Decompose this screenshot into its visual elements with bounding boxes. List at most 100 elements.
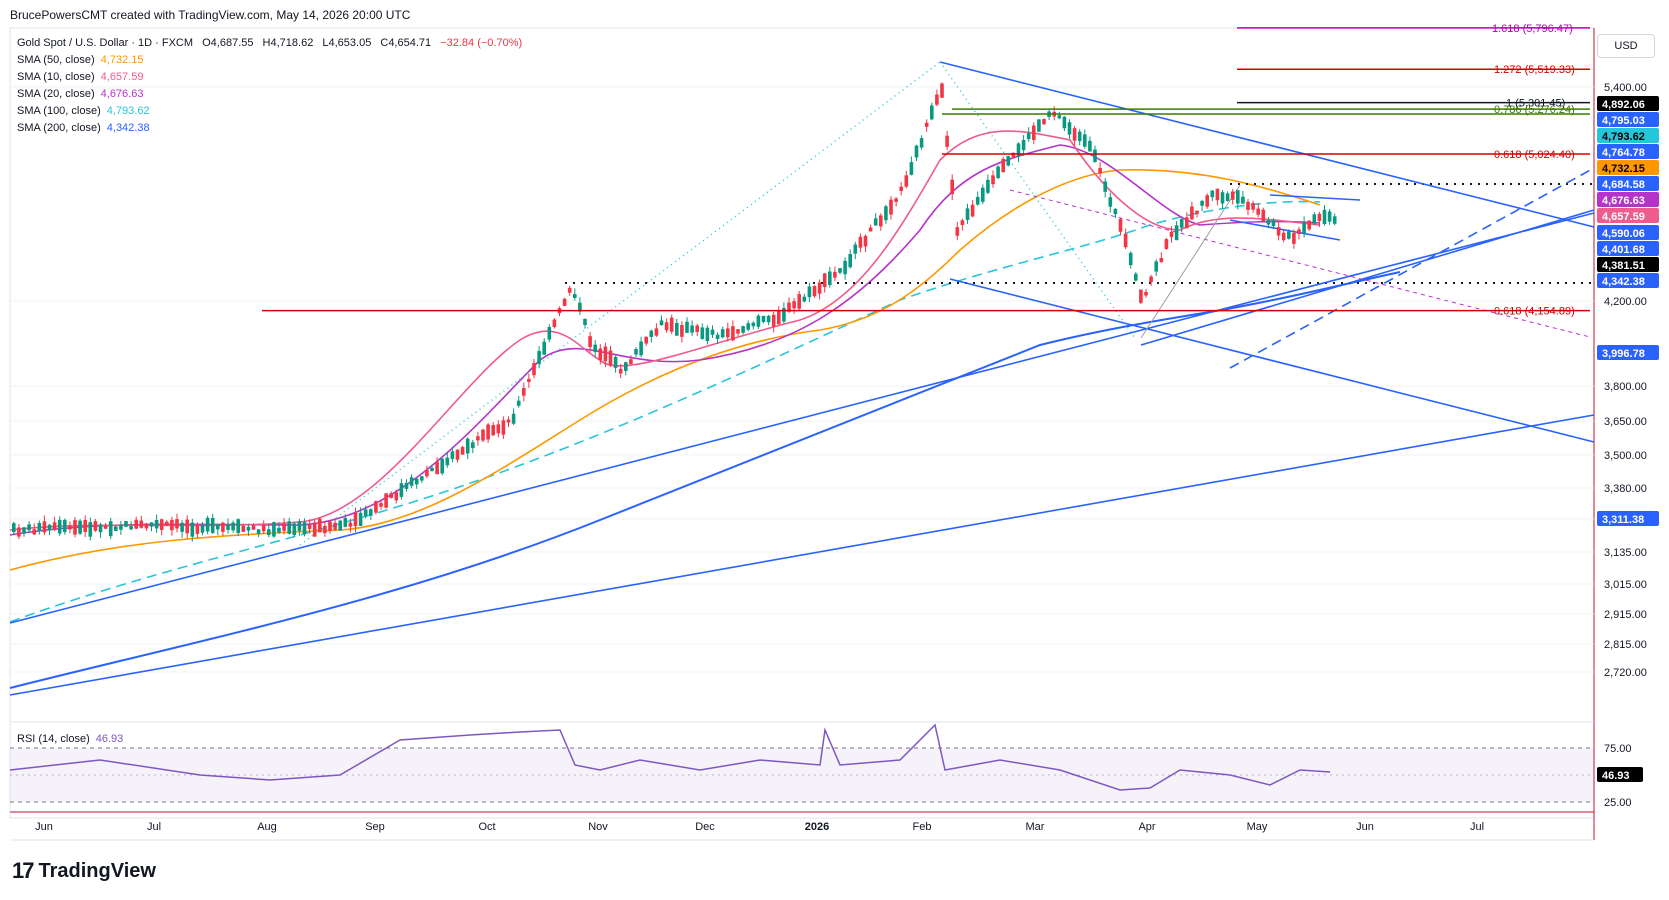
candle-body	[766, 315, 771, 323]
candle-body	[700, 327, 705, 339]
trendline	[939, 61, 1595, 228]
candle-body	[1016, 143, 1021, 157]
candle-body	[185, 519, 189, 534]
price-tag-label: 4,892.06	[1602, 99, 1645, 111]
x-tick-label: Oct	[478, 821, 495, 833]
candle-body	[114, 526, 118, 531]
price-tag	[1597, 511, 1659, 526]
candle-body	[715, 334, 720, 339]
price-tag	[1597, 225, 1659, 240]
candle-body	[358, 512, 363, 526]
price-tag-label: 4,764.78	[1602, 147, 1645, 159]
tv-logo-icon: 17	[12, 858, 35, 883]
y-tick-label: 3,135.00	[1604, 547, 1647, 559]
legend-sma-200[interactable]: SMA (200, close) 4,342.38	[17, 120, 522, 137]
candle-body	[828, 271, 832, 286]
sma-line	[9, 200, 1321, 623]
candle-body	[695, 325, 699, 332]
sma-50-value: 4,732.15	[100, 54, 144, 66]
candle-body	[282, 523, 286, 531]
candle-body	[593, 344, 597, 352]
trendline	[1229, 219, 1341, 241]
candle-body	[1077, 131, 1082, 142]
candle-body	[940, 83, 944, 98]
candle-body	[720, 329, 725, 338]
legend-sma-10[interactable]: SMA (10, close) 4,657.59	[17, 69, 522, 86]
candle-body	[1164, 239, 1169, 249]
candle-body	[27, 524, 31, 531]
grid	[10, 86, 1594, 673]
candle-body	[873, 218, 878, 226]
candle-body	[552, 319, 557, 328]
x-tick-label: Jul	[1470, 821, 1484, 833]
candle-body	[124, 521, 128, 527]
candle-body	[629, 359, 633, 365]
symbol-row: Gold Spot / U.S. Dollar · 1D · FXCM O4,6…	[17, 35, 522, 52]
rsi-pane: 75.00 25.00 46.93	[9, 723, 1643, 809]
candle-body	[460, 447, 465, 455]
candle-body	[685, 321, 689, 333]
candle-body	[848, 254, 852, 268]
candle-body	[889, 199, 893, 215]
price-tag	[1597, 112, 1659, 127]
candle-body	[22, 527, 26, 534]
candle-body	[292, 523, 297, 536]
price-tag	[1597, 345, 1659, 360]
ohlc-close: C4,654.71	[380, 37, 432, 49]
candle-body	[353, 512, 358, 527]
candle-body	[746, 323, 750, 330]
candle-body	[32, 529, 36, 535]
candle-body	[1256, 208, 1260, 215]
candle-body	[190, 522, 195, 537]
candle-body	[833, 271, 837, 278]
candle-body	[1072, 128, 1077, 141]
candle-body	[843, 260, 847, 275]
candle-body	[853, 244, 858, 254]
x-tick-label: Dec	[695, 821, 715, 833]
candle-body	[639, 341, 643, 356]
rsi-line	[9, 723, 1331, 791]
candle-body	[1128, 252, 1133, 266]
candle-body	[328, 521, 332, 531]
sma-200-value: 4,342.38	[106, 122, 150, 134]
candle-body	[465, 438, 470, 454]
candle-body	[1083, 134, 1087, 147]
legend-sma-100[interactable]: SMA (100, close) 4,793.62	[17, 103, 522, 120]
y-tick-label: 3,800.00	[1604, 381, 1647, 393]
x-tick-label: Nov	[588, 821, 608, 833]
candle-body	[802, 296, 807, 302]
legend-sma-20[interactable]: SMA (20, close) 4,676.63	[17, 86, 522, 103]
legend-sma-50[interactable]: SMA (50, close) 4,732.15	[17, 52, 522, 69]
candle-body	[430, 467, 434, 472]
candle-body	[654, 328, 659, 336]
candle-body	[73, 520, 77, 535]
candle-body	[710, 329, 715, 335]
candle-body	[496, 424, 501, 434]
candle-body	[1098, 167, 1102, 174]
sma-50-name: SMA (50, close)	[17, 54, 95, 66]
candle-body	[756, 315, 761, 327]
candle-body	[1251, 203, 1255, 210]
price-tag-label: 4,732.15	[1602, 163, 1645, 175]
candle-body	[1001, 158, 1005, 173]
candle-body	[1057, 115, 1062, 119]
candle-body	[970, 204, 975, 217]
candle-body	[379, 503, 383, 507]
candle-body	[455, 449, 460, 460]
candle-body	[1322, 209, 1327, 224]
x-tick-label: Jun	[35, 821, 53, 833]
candle-body	[1179, 218, 1184, 228]
candle-body	[1205, 195, 1209, 207]
candle-body	[210, 518, 215, 533]
candle-body	[399, 483, 404, 497]
sma-100-name: SMA (100, close)	[17, 105, 101, 117]
candle-body	[333, 522, 337, 530]
rsi-legend[interactable]: RSI (14, close) 46.93	[17, 733, 123, 745]
tradingview-logo[interactable]: 17 TradingView	[12, 858, 156, 884]
currency-button[interactable]: USD	[1597, 34, 1655, 58]
main-pane-border	[9, 27, 1595, 819]
y-tick-label: 4,200.00	[1604, 296, 1647, 308]
candle-body	[297, 521, 302, 531]
candle-body	[511, 413, 516, 424]
